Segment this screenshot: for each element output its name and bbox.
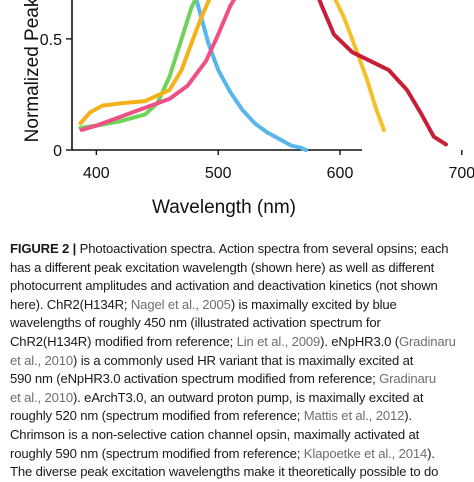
caption-text: ). eArchT3.0, an outward proton pump, is… [73,389,424,405]
caption-text: roughly 520 nm (spectrum modified from r… [10,408,304,424]
spectrum-line-4 [79,0,237,132]
caption-text: photocurrent amplitudes and activation a… [10,278,438,294]
spectrum-line-5 [333,0,386,132]
caption-text: The diverse peak excitation wavelengths … [10,464,439,480]
caption-text: Chrimson is a non-selective cation chann… [10,426,420,442]
caption-line: wavelengths of roughly 450 nm (illustrat… [10,314,468,333]
reference-link[interactable]: Gradinaru [379,371,437,387]
reference-link[interactable]: Gradinaru [398,333,456,349]
caption-line: et al., 2010). eArchT3.0, an outward pro… [10,389,468,408]
x-tick-label: 600 [327,165,354,182]
caption-text: ) is maximally excited by blue [230,296,397,312]
caption-text: ChR2(H134R) modified from reference; [10,333,237,349]
caption-text: has a different peak excitation waveleng… [10,259,435,275]
reference-link[interactable]: et al., 2010 [10,389,73,405]
spectrum-line-1 [194,0,308,152]
spectrum-line-6 [317,0,448,147]
spectrum-line-3 [78,0,212,126]
caption-text: roughly 590 nm (spectrum modified from r… [10,445,304,461]
x-tick-label: 400 [83,165,110,182]
caption-text: Photoactivation spectra. Action spectra … [76,241,449,256]
reference-link[interactable]: Mattis et al., 2012 [303,408,405,424]
reference-link[interactable]: Nagel et al., 2005 [130,296,231,312]
caption-line: photocurrent amplitudes and activation a… [10,277,468,296]
x-tick-label: 700 [448,165,474,182]
x-tick-label: 500 [205,165,232,182]
action-spectra-chart: 400 500 600 700 0 0.5 Wavelength (nm) Normalize… [22,0,474,218]
figure-caption: FIGURE 2 | Photoactivation spectra. Acti… [10,240,468,482]
caption-line: FIGURE 2 | Photoactivation spectra. Acti… [10,240,468,259]
caption-line: Chrimson is a non-selective cation chann… [10,426,468,445]
y-tick-label: 0.5 [40,32,62,49]
caption-line: The diverse peak excitation wavelengths … [10,463,468,482]
caption-line: roughly 590 nm (spectrum modified from r… [10,445,468,464]
caption-line: et al., 2010) is a commonly used HR vari… [10,352,468,371]
y-axis-label: Normalized Peak [22,0,43,142]
caption-line: here). ChR2(H134R; Nagel et al., 2005) i… [10,296,468,315]
caption-line: has a different peak excitation waveleng… [10,259,468,278]
caption-text: ). [427,445,435,461]
reference-link[interactable]: Klapoetke et al., 2014 [303,445,428,461]
caption-line: 590 nm (eNpHR3.0 activation spectrum mod… [10,370,468,389]
caption-text: 590 nm (eNpHR3.0 activation spectrum mod… [10,371,380,387]
caption-text: ). eNpHR3.0 ( [320,333,399,349]
figure-label: FIGURE 2 | [10,241,77,256]
caption-text: here). ChR2(H134R; [10,296,131,312]
reference-link[interactable]: et al., 2010 [10,352,73,368]
caption-line: ChR2(H134R) modified from reference; Lin… [10,333,468,352]
figure: 400 500 600 700 0 0.5 Wavelength (nm) Normalize… [0,0,474,232]
caption-text: ) is a commonly used HR variant that is … [73,352,414,368]
caption-line: roughly 520 nm (spectrum modified from r… [10,407,468,426]
y-tick-label: 0 [53,143,62,160]
x-axis-label: Wavelength (nm) [152,197,296,218]
reference-link[interactable]: Lin et al., 2009 [236,333,321,349]
caption-text: wavelengths of roughly 450 nm (illustrat… [10,315,381,331]
caption-text: ). [404,408,412,424]
